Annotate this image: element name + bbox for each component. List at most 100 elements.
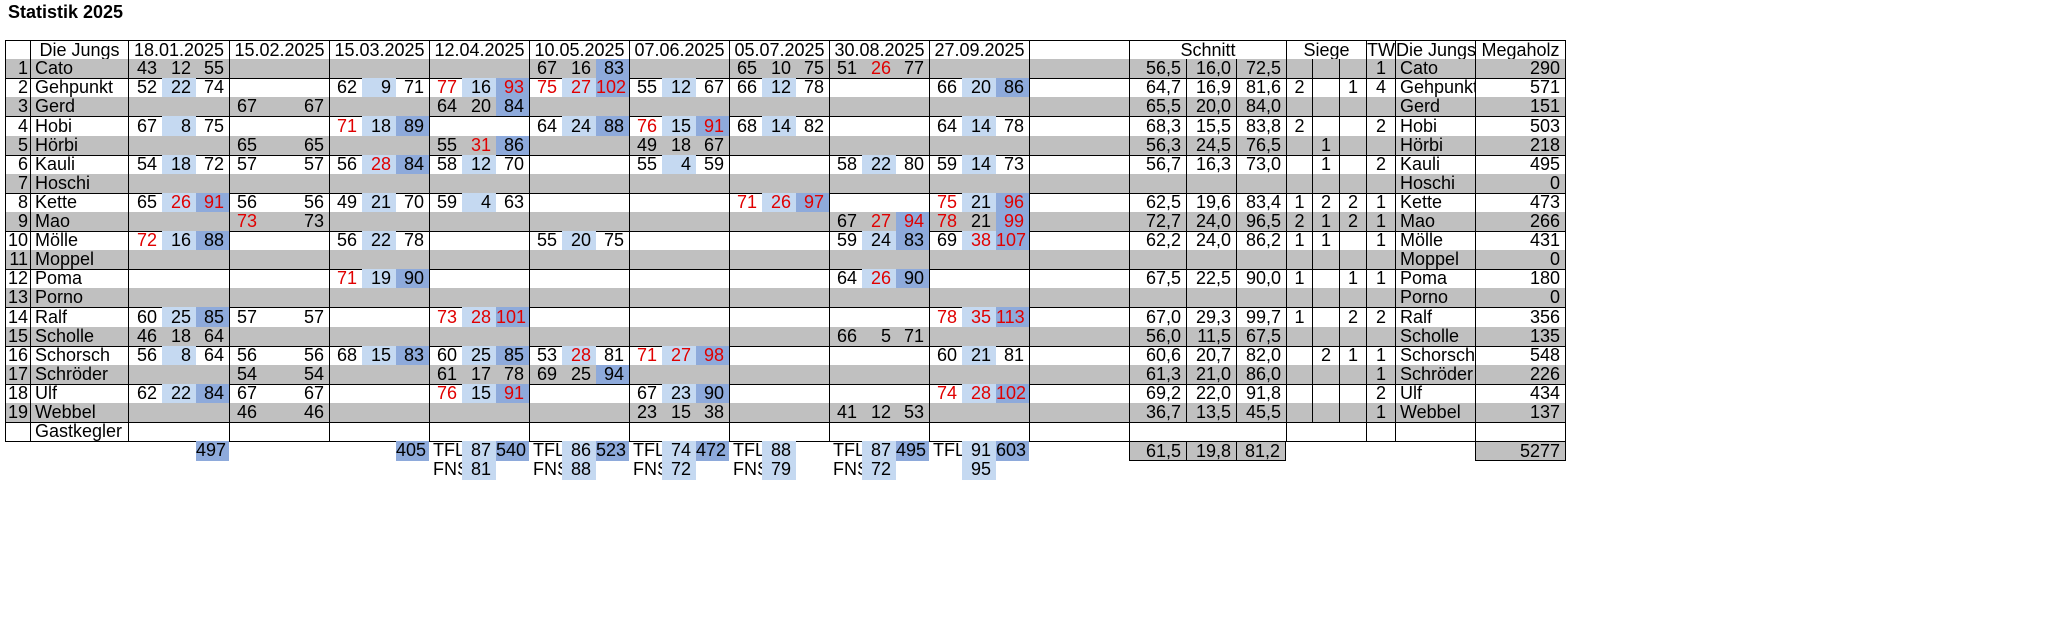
score-total [896,116,929,137]
score-abraeumen [262,97,296,117]
schnitt-value: 86,0 [1236,365,1286,385]
score-abraeumen: 18 [662,136,696,156]
player-name: Hobi [30,116,128,137]
score-total: 67 [696,136,729,156]
total-abraeumen: 86 [562,441,596,461]
score-abraeumen [362,174,396,194]
megaholz-value: 495 [1475,155,1566,175]
score-volle [629,288,662,308]
score-abraeumen [662,174,696,194]
player-name: Gerd [30,97,128,117]
row-number: 8 [5,193,30,213]
score-total [896,346,929,366]
score-volle: 62 [128,384,162,404]
score-total [196,212,229,232]
score-volle: 77 [429,78,462,98]
score-volle: 51 [829,59,862,79]
score-volle [729,97,762,117]
score-volle: 56 [128,346,162,366]
score-abraeumen [362,365,396,385]
score-abraeumen [262,59,296,79]
score-total: 46 [296,403,329,423]
score-abraeumen: 18 [162,327,196,347]
score-abraeumen [462,59,496,79]
gast-cell [929,422,1029,442]
score-total [196,288,229,308]
score-total: 78 [396,231,429,251]
score-abraeumen [762,384,796,404]
score-abraeumen [462,212,496,232]
megaholz-value: 0 [1475,288,1566,308]
score-abraeumen: 16 [562,59,596,79]
score-abraeumen [862,174,896,194]
score-abraeumen [262,116,296,137]
schnitt-value: 56,0 [1129,327,1186,347]
score-total [296,78,329,98]
schnitt-value: 15,5 [1186,116,1236,137]
tw-value: 1 [1366,231,1395,251]
total-holz: 540 [496,441,529,461]
score-total: 71 [396,78,429,98]
fns-label [929,460,962,480]
schnitt-value: 83,8 [1236,116,1286,137]
score-volle: 62 [329,78,362,98]
score-total [596,193,629,213]
player-name-2: Cato [1395,59,1475,79]
schnitt-value: 68,3 [1129,116,1186,137]
score-volle [729,136,762,156]
score-abraeumen: 12 [662,78,696,98]
score-volle: 64 [429,97,462,117]
score-volle [329,212,362,232]
score-total [896,365,929,385]
spacer [1029,327,1129,347]
score-total [796,365,829,385]
header-date: 07.06.2025 [629,40,729,60]
schnitt-value: 65,5 [1129,97,1186,117]
score-abraeumen: 21 [962,212,996,232]
schnitt-value: 45,5 [1236,403,1286,423]
score-abraeumen [962,288,996,308]
score-abraeumen [562,174,596,194]
player-name-2: Schorsch [1395,346,1475,366]
score-total [996,174,1029,194]
score-abraeumen [862,346,896,366]
schnitt-value [1129,250,1186,270]
score-abraeumen [462,327,496,347]
score-volle [729,269,762,289]
score-volle: 65 [729,59,762,79]
schnitt-value: 62,2 [1129,231,1186,251]
score-volle: 49 [629,136,662,156]
score-abraeumen [762,403,796,423]
siege-value [1286,327,1312,347]
score-abraeumen [662,212,696,232]
score-total [196,403,229,423]
score-abraeumen [162,288,196,308]
schnitt-value: 72,5 [1236,59,1286,79]
total-holz: 497 [196,441,229,461]
tw-value [1366,250,1395,270]
header-siege: Siege [1286,40,1366,60]
score-total: 57 [296,155,329,175]
siege-value [1339,403,1366,423]
score-total [696,193,729,213]
player-name-2: Kauli [1395,155,1475,175]
score-volle [229,174,262,194]
score-total: 75 [196,116,229,137]
tw-value [1366,327,1395,347]
score-abraeumen [762,155,796,175]
score-total [396,384,429,404]
score-abraeumen [762,97,796,117]
siege-value: 1 [1312,155,1339,175]
score-abraeumen [262,327,296,347]
score-abraeumen [762,136,796,156]
player-name: Schorsch [30,346,128,366]
score-volle [829,116,862,137]
schnitt-value: 99,7 [1236,307,1286,328]
score-volle: 71 [629,346,662,366]
score-abraeumen: 25 [562,365,596,385]
score-volle: 65 [128,193,162,213]
score-total [596,269,629,289]
score-volle: 67 [229,384,262,404]
fns-value: 72 [662,460,696,480]
score-abraeumen: 23 [662,384,696,404]
